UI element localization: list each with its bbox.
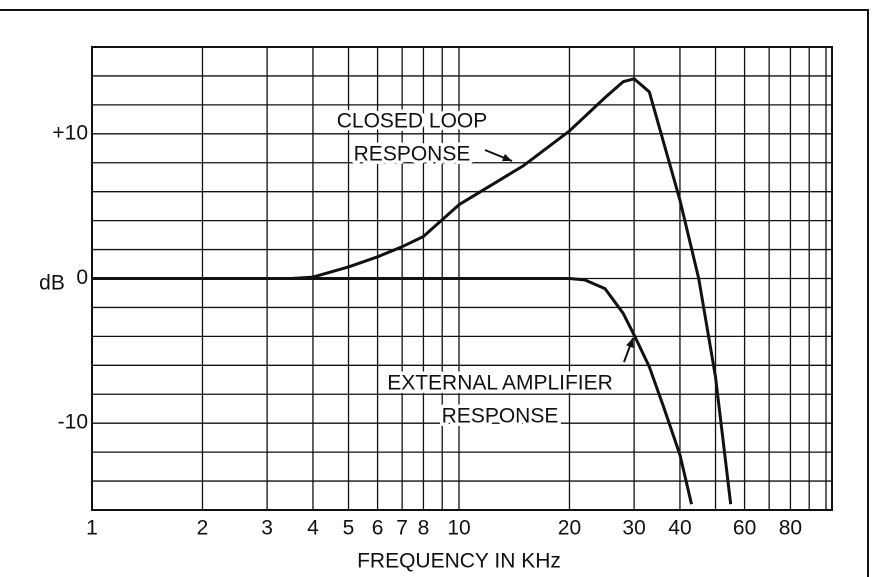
x-tick-label: 20 <box>558 517 581 540</box>
annotation: RESPONSE <box>442 405 559 428</box>
y-tick-label: 0 <box>76 266 88 289</box>
y-tick-label: +10 <box>52 121 88 144</box>
x-tick-label: 80 <box>779 517 802 540</box>
x-tick-label: 8 <box>418 517 430 540</box>
annotation-arrowhead <box>626 338 634 348</box>
x-axis-label: FREQUENCY IN KHz <box>357 550 561 573</box>
x-tick-label: 60 <box>733 517 756 540</box>
line <box>92 77 733 505</box>
x-tick-label: 10 <box>447 517 470 540</box>
x-tick-label: 5 <box>343 517 355 540</box>
line <box>92 277 693 505</box>
x-tick-label: 7 <box>396 517 408 540</box>
annotation: CLOSED LOOP <box>337 110 488 133</box>
annotation: RESPONSE <box>354 143 471 166</box>
x-tick-label: 4 <box>307 517 319 540</box>
x-tick-label: 6 <box>372 517 384 540</box>
annotation: EXTERNAL AMPLIFIER <box>387 372 613 395</box>
x-tick-label: 3 <box>261 517 273 540</box>
y-axis-label: dB <box>39 272 65 295</box>
x-tick-label: 2 <box>197 517 209 540</box>
x-tick-label: 30 <box>622 517 645 540</box>
x-tick-label: 40 <box>668 517 691 540</box>
annotation-arrowhead <box>502 153 512 162</box>
y-tick-label: -10 <box>58 411 88 434</box>
frame <box>0 9 869 577</box>
x-tick-label: 1 <box>86 517 98 540</box>
